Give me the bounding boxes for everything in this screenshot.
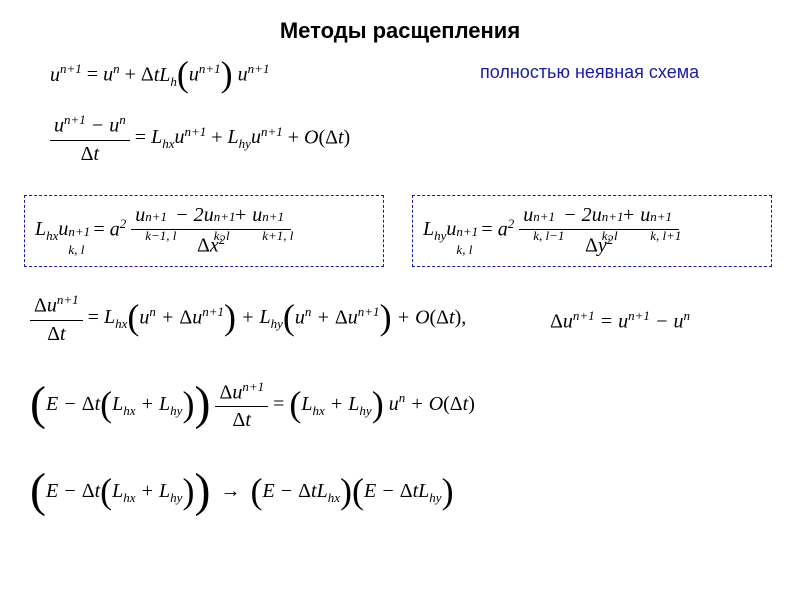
page-title: Методы расщепления bbox=[0, 18, 800, 44]
equation-7: (E − Δt(Lhx + Lhy)) → (E − ΔtLhx)(E − Δt… bbox=[30, 465, 454, 520]
equation-6: (E − Δt(Lhx + Lhy)) Δun+1 Δt = (Lhx + Lh… bbox=[30, 378, 475, 433]
equation-2: un+1 − un Δt = Lhxun+1 + Lhyun+1 + O(Δt) bbox=[50, 112, 350, 166]
fraction-du-dt: un+1 − un Δt bbox=[50, 112, 130, 166]
equation-5: Δun+1 Δt = Lhx(un + Δun+1) + Lhy(un + Δu… bbox=[30, 292, 466, 346]
scheme-annotation: полностью неявная схема bbox=[480, 62, 699, 83]
boxed-equation-lhx: Lhxun+1k, l = a2 un+1k−1, l − 2un+1k, l … bbox=[24, 195, 384, 267]
var-u: un+1 bbox=[50, 64, 82, 86]
equation-1: un+1 = un + ΔtLh(un+1) un+1 bbox=[50, 55, 269, 97]
boxed-equation-lhy: Lhyun+1k, l = a2 un+1k, l−1 − 2un+1k, l … bbox=[412, 195, 772, 267]
equation-5-def: Δun+1 = un+1 − un bbox=[550, 308, 690, 334]
